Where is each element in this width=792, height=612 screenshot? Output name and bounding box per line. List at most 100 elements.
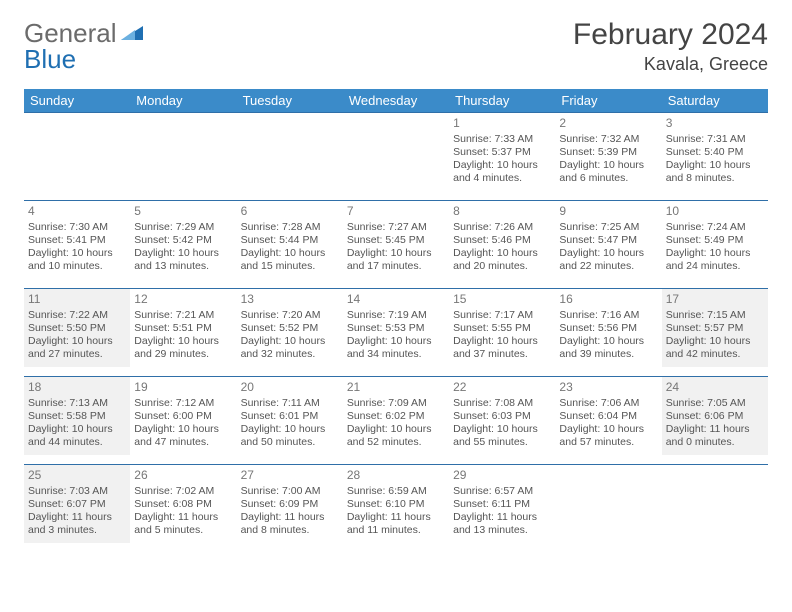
sunrise-text: Sunrise: 6:57 AM [453,485,551,498]
daylight-text: Daylight: 10 hours and 20 minutes. [453,247,551,273]
day-number: 9 [559,204,657,219]
sunset-text: Sunset: 5:42 PM [134,234,232,247]
sunset-text: Sunset: 6:02 PM [347,410,445,423]
sunset-text: Sunset: 6:07 PM [28,498,126,511]
daylight-text: Daylight: 10 hours and 50 minutes. [241,423,339,449]
day-number: 7 [347,204,445,219]
sunset-text: Sunset: 6:03 PM [453,410,551,423]
daylight-text: Daylight: 10 hours and 34 minutes. [347,335,445,361]
day-cell: 4Sunrise: 7:30 AMSunset: 5:41 PMDaylight… [24,201,130,279]
sunrise-text: Sunrise: 7:33 AM [453,133,551,146]
day-number: 23 [559,380,657,395]
sunrise-text: Sunrise: 7:06 AM [559,397,657,410]
daylight-text: Daylight: 11 hours and 3 minutes. [28,511,126,537]
sunset-text: Sunset: 5:44 PM [241,234,339,247]
sunrise-text: Sunrise: 7:21 AM [134,309,232,322]
daylight-text: Daylight: 11 hours and 11 minutes. [347,511,445,537]
day-cell: 23Sunrise: 7:06 AMSunset: 6:04 PMDayligh… [555,377,661,455]
day-number: 3 [666,116,764,131]
day-number: 11 [28,292,126,307]
week-row: 11 Sunrise: 7:22 AMSunset: 5:50 PM Dayligh… [24,289,768,367]
day-number: 15 [453,292,551,307]
sunset-text: Sunset: 6:08 PM [134,498,232,511]
daylight-text: Daylight: 10 hours and 24 minutes. [666,247,764,273]
sunset-text: Sunset: 5:56 PM [559,322,657,335]
weekday-wednesday: Wednesday [343,89,449,113]
day-cell: 22Sunrise: 7:08 AMSunset: 6:03 PMDayligh… [449,377,555,455]
sunset-text: Sunset: 5:40 PM [666,146,764,159]
daylight-text: Daylight: 11 hours and 8 minutes. [241,511,339,537]
daylight-text: Daylight: 11 hours and 13 minutes. [453,511,551,537]
day-number: 19 [134,380,232,395]
sunset-text: Sunset: 6:04 PM [559,410,657,423]
sunset-text: Sunset: 5:50 PM [28,322,126,335]
week-row: 25Sunrise: 7:03 AMSunset: 6:07 PMDayligh… [24,465,768,543]
day-number: 25 [28,468,126,483]
day-cell [343,113,449,191]
day-number: 12 [134,292,232,307]
sunset-text: Sunset: 6:09 PM [241,498,339,511]
daylight-text: Daylight: 10 hours and 13 minutes. [134,247,232,273]
daylight-text: Daylight: 10 hours and 32 minutes. [241,335,339,361]
day-cell: 26Sunrise: 7:02 AMSunset: 6:08 PMDayligh… [130,465,236,543]
day-cell: 2Sunrise: 7:32 AMSunset: 5:39 PMDaylight… [555,113,661,191]
logo-text-blue: Blue [24,44,76,74]
sunrise-text: Sunrise: 7:08 AM [453,397,551,410]
spacer-row [24,367,768,377]
day-number: 2 [559,116,657,131]
sunset-text: Sunset: 5:46 PM [453,234,551,247]
daylight-text: Daylight: 10 hours and 52 minutes. [347,423,445,449]
sunrise-text: Sunrise: 7:27 AM [347,221,445,234]
sunrise-text: Sunrise: 7:15 AM [666,309,764,322]
sunset-text: Sunset: 5:41 PM [28,234,126,247]
sunrise-text: Sunrise: 7:31 AM [666,133,764,146]
sunset-text: Sunset: 6:10 PM [347,498,445,511]
day-cell: 18Sunrise: 7:13 AMSunset: 5:58 PMDayligh… [24,377,130,455]
daylight-text: Daylight: 10 hours and 4 minutes. [453,159,551,185]
sunrise-text: Sunrise: 7:28 AM [241,221,339,234]
location-label: Kavala, Greece [573,54,768,75]
day-number: 21 [347,380,445,395]
day-cell [662,465,768,543]
day-number: 22 [453,380,551,395]
sunset-text: Sunset: 5:58 PM [28,410,126,423]
day-number: 16 [559,292,657,307]
sunset-text: Sunset: 5:55 PM [453,322,551,335]
sunrise-text: Sunrise: 7:17 AM [453,309,551,322]
sunset-text: Sunset: 5:53 PM [347,322,445,335]
day-cell: 6Sunrise: 7:28 AMSunset: 5:44 PMDaylight… [237,201,343,279]
daylight-text: Daylight: 11 hours and 0 minutes. [666,423,764,449]
weekday-monday: Monday [130,89,236,113]
day-number: 18 [28,380,126,395]
daylight-text: Daylight: 10 hours and 10 minutes. [28,247,126,273]
week-row: 1 Sunrise: 7:33 AMSunset: 5:37 PMDaylight… [24,113,768,191]
daylight-text: Daylight: 10 hours and 29 minutes. [134,335,232,361]
day-cell: 7Sunrise: 7:27 AMSunset: 5:45 PMDaylight… [343,201,449,279]
day-number: 1 [453,116,551,131]
day-cell: 9Sunrise: 7:25 AMSunset: 5:47 PMDaylight… [555,201,661,279]
day-cell: 24Sunrise: 7:05 AMSunset: 6:06 PMDayligh… [662,377,768,455]
sunset-text: Sunset: 5:47 PM [559,234,657,247]
day-cell: 29Sunrise: 6:57 AMSunset: 6:11 PMDayligh… [449,465,555,543]
sunset-text: Sunset: 5:37 PM [453,146,551,159]
day-number: 10 [666,204,764,219]
calendar-table: SundayMondayTuesdayWednesdayThursdayFrid… [24,89,768,543]
day-cell [555,465,661,543]
day-cell: 15Sunrise: 7:17 AMSunset: 5:55 PMDayligh… [449,289,555,367]
sunrise-text: Sunrise: 7:12 AM [134,397,232,410]
day-number: 24 [666,380,764,395]
logo-blue-wrap: Blue [24,44,76,75]
day-cell: 16Sunrise: 7:16 AMSunset: 5:56 PMDayligh… [555,289,661,367]
calendar-body: 1Sunrise: 7:33 AMSunset: 5:37 PMDaylight… [24,113,768,543]
day-cell: 19Sunrise: 7:12 AMSunset: 6:00 PMDayligh… [130,377,236,455]
day-cell: 20Sunrise: 7:11 AMSunset: 6:01 PMDayligh… [237,377,343,455]
daylight-text: Daylight: 10 hours and 44 minutes. [28,423,126,449]
daylight-text: Daylight: 11 hours and 5 minutes. [134,511,232,537]
sunrise-text: Sunrise: 7:22 AM [28,309,126,322]
day-number: 4 [28,204,126,219]
day-cell: 17Sunrise: 7:15 AMSunset: 5:57 PMDayligh… [662,289,768,367]
logo-triangle-icon [121,22,143,40]
day-number: 29 [453,468,551,483]
day-cell: 27Sunrise: 7:00 AMSunset: 6:09 PMDayligh… [237,465,343,543]
day-cell: 21Sunrise: 7:09 AMSunset: 6:02 PMDayligh… [343,377,449,455]
